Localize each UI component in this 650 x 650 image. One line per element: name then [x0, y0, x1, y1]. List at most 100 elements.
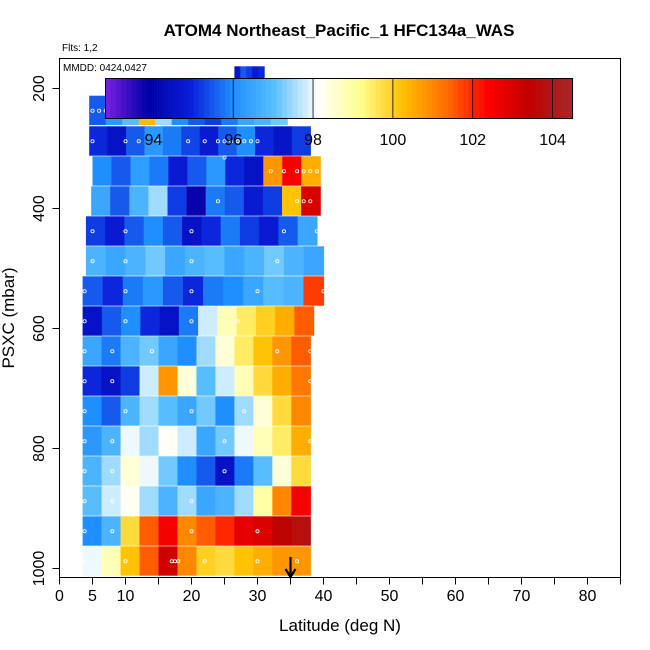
- sample-point: [149, 349, 154, 354]
- heatmap-cell: [177, 546, 198, 576]
- sample-point: [301, 199, 306, 204]
- heatmap-cell: [142, 276, 164, 306]
- heatmap-cell: [234, 396, 254, 426]
- band-row: [82, 306, 315, 336]
- colorbar-swatch: [167, 78, 174, 119]
- heatmap-cell: [167, 186, 188, 216]
- heatmap-cell: [158, 546, 179, 576]
- sample-point: [156, 139, 161, 144]
- heatmap-cell: [259, 216, 279, 246]
- heatmap-cell: [253, 366, 273, 396]
- x-axis: 0 5 10 20 30 40 50 60 70 80: [55, 577, 621, 605]
- sample-point: [268, 169, 273, 174]
- colorbar-swatch: [219, 78, 226, 119]
- sample-point: [295, 199, 300, 204]
- heatmap-cell: [196, 336, 217, 366]
- colorbar-swatch: [406, 78, 413, 119]
- colorbar-swatch: [359, 78, 366, 119]
- colorbar-swatch: [364, 78, 371, 119]
- y-tick-label: 600: [31, 315, 48, 342]
- colorbar-swatch: [499, 78, 506, 119]
- sample-point: [314, 229, 319, 234]
- colorbar-swatch: [473, 78, 480, 119]
- colorbar-swatch: [240, 78, 247, 119]
- sample-point: [242, 409, 247, 414]
- heatmap-cell: [177, 336, 198, 366]
- heatmap-cell: [120, 426, 141, 456]
- heatmap-cell: [121, 306, 141, 336]
- sample-point: [321, 289, 326, 294]
- heatmap-cell: [92, 156, 113, 186]
- heatmap-cell: [272, 516, 292, 546]
- heatmap-cell: [215, 396, 235, 426]
- heatmap-cell: [272, 396, 292, 426]
- colorbar-swatch: [318, 78, 325, 119]
- heatmap-cell: [253, 486, 273, 516]
- sample-point: [235, 319, 240, 324]
- heatmap-cell: [165, 246, 186, 276]
- colorbar-swatch: [276, 78, 283, 119]
- sample-point: [90, 139, 95, 144]
- sample-point: [123, 289, 128, 294]
- heatmap-cell: [234, 456, 254, 486]
- heatmap-cell: [215, 426, 235, 456]
- sample-point: [215, 199, 220, 204]
- sample-point: [82, 289, 87, 294]
- colorbar-swatch: [411, 78, 418, 119]
- heatmap-cell: [291, 516, 311, 546]
- heatmap-cell: [196, 516, 217, 546]
- heatmap-cell: [139, 546, 160, 576]
- colorbar-swatch: [307, 78, 314, 119]
- colorbar-swatch: [141, 78, 148, 119]
- heatmap-cell: [82, 276, 104, 306]
- colorbar-swatch: [432, 78, 439, 119]
- colorbar-swatch: [447, 78, 454, 119]
- colorbar-swatch: [463, 78, 470, 119]
- colorbar-swatch: [385, 78, 392, 119]
- band-row: [82, 366, 311, 396]
- heatmap-cell: [234, 426, 254, 456]
- sample-point: [222, 139, 227, 144]
- colorbar-tick-label: 98: [304, 132, 322, 149]
- heatmap-cell: [107, 126, 127, 156]
- heatmap-cell: [215, 366, 235, 396]
- colorbar-tick-label: 100: [380, 132, 407, 149]
- heatmap-cell: [139, 426, 160, 456]
- sample-point: [222, 155, 227, 160]
- band-row: [82, 486, 311, 516]
- heatmap-cell: [196, 456, 217, 486]
- band-row: [85, 216, 318, 246]
- heatmap-cell: [215, 516, 235, 546]
- heatmap-cell: [149, 156, 169, 186]
- heatmap-cell: [158, 486, 179, 516]
- heatmap-cell: [181, 126, 201, 156]
- sample-point: [275, 259, 280, 264]
- sample-point: [82, 409, 87, 414]
- heatmap-cell: [278, 216, 299, 246]
- heatmap-cell: [120, 396, 141, 426]
- colorbar-swatch: [250, 78, 257, 119]
- heatmap-cell: [140, 306, 161, 336]
- heatmap-cell: [101, 516, 122, 546]
- heatmap-cell: [236, 306, 257, 336]
- colorbar-swatch: [172, 78, 179, 119]
- colorbar-swatch: [105, 78, 112, 119]
- heatmap-cell: [203, 276, 224, 306]
- x-tick-label: 40: [315, 588, 333, 605]
- heatmap-cell: [272, 546, 292, 576]
- heatmap-cell: [196, 426, 217, 456]
- heatmap-cell: [139, 396, 160, 426]
- colorbar-swatch: [333, 78, 340, 119]
- colorbar-swatch: [328, 78, 335, 119]
- colorbar-swatch: [281, 78, 288, 119]
- colorbar-swatch: [183, 78, 190, 119]
- colorbar-swatch: [224, 78, 231, 119]
- sample-point: [82, 469, 87, 474]
- heatmap-cell: [291, 126, 311, 156]
- colorbar-tick-label: 96: [224, 132, 242, 149]
- sample-point: [123, 409, 128, 414]
- sample-point: [90, 259, 95, 264]
- colorbar-swatch: [261, 78, 267, 119]
- colorbar-swatch: [437, 78, 444, 119]
- heatmap-cell: [291, 546, 311, 576]
